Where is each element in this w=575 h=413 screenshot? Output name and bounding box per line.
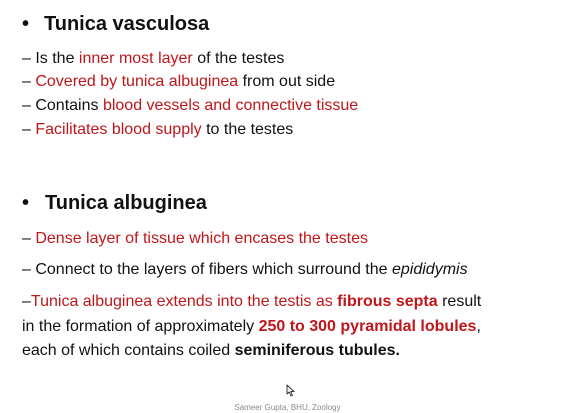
line-text: of the testes	[192, 50, 285, 67]
line-text: to the testes	[201, 121, 294, 138]
dash: –	[22, 121, 36, 138]
list-item: – Facilitates blood supply to the testes	[22, 120, 293, 140]
paragraph-line: each of which contains coiled seminifero…	[22, 341, 400, 361]
list-item: – Contains blood vessels and connective …	[22, 96, 358, 116]
paragraph-line: –Tunica albuginea extends into the testi…	[22, 292, 481, 312]
line-text: in the formation of approximately	[22, 318, 259, 335]
line-text: each of which contains coiled	[22, 342, 235, 359]
section-heading-tunica-vasculosa: • Tunica vasculosa	[22, 12, 209, 36]
bold-highlight-text: 250 to 300 pyramidal lobules	[258, 318, 477, 335]
mouse-pointer-icon	[286, 384, 295, 402]
highlight-text: Tunica albuginea extends into the testis…	[30, 293, 338, 310]
highlight-text: Facilitates blood supply	[35, 121, 202, 138]
bullet: •	[22, 192, 30, 214]
line-text: – Connect to the layers of fibers which …	[22, 261, 392, 278]
line-text: ,	[476, 318, 481, 335]
highlight-text: blood vessels and connective tissue	[102, 97, 359, 114]
list-item: – Covered by tunica albuginea from out s…	[22, 72, 335, 92]
highlight-text: Covered by tunica albuginea	[35, 73, 239, 90]
dash: –	[22, 230, 36, 247]
dash: –	[22, 73, 36, 90]
italic-term: epididymis	[391, 261, 468, 278]
bold-highlight-text: fibrous septa	[337, 293, 438, 310]
list-item: – Connect to the layers of fibers which …	[22, 260, 468, 280]
dash: –	[22, 293, 31, 310]
line-text: – Is the	[22, 50, 79, 67]
highlight-text: inner most layer	[78, 50, 193, 67]
line-text: – Contains	[22, 97, 103, 114]
section-title: Tunica vasculosa	[44, 13, 210, 35]
line-text: from out side	[238, 73, 336, 90]
highlight-text: Dense layer of tissue which encases the …	[35, 230, 368, 247]
bullet: •	[22, 13, 30, 35]
slide-footer: Sameer Gupta, BHU, Zoology	[234, 403, 341, 412]
list-item: – Dense layer of tissue which encases th…	[22, 229, 368, 249]
section-heading-tunica-albuginea: • Tunica albuginea	[22, 191, 207, 215]
section-title: Tunica albuginea	[45, 192, 207, 214]
line-text: result	[437, 293, 482, 310]
list-item: – Is the inner most layer of the testes	[22, 49, 284, 69]
bold-text: seminiferous tubules.	[234, 342, 400, 359]
paragraph-line: in the formation of approximately 250 to…	[22, 317, 481, 337]
